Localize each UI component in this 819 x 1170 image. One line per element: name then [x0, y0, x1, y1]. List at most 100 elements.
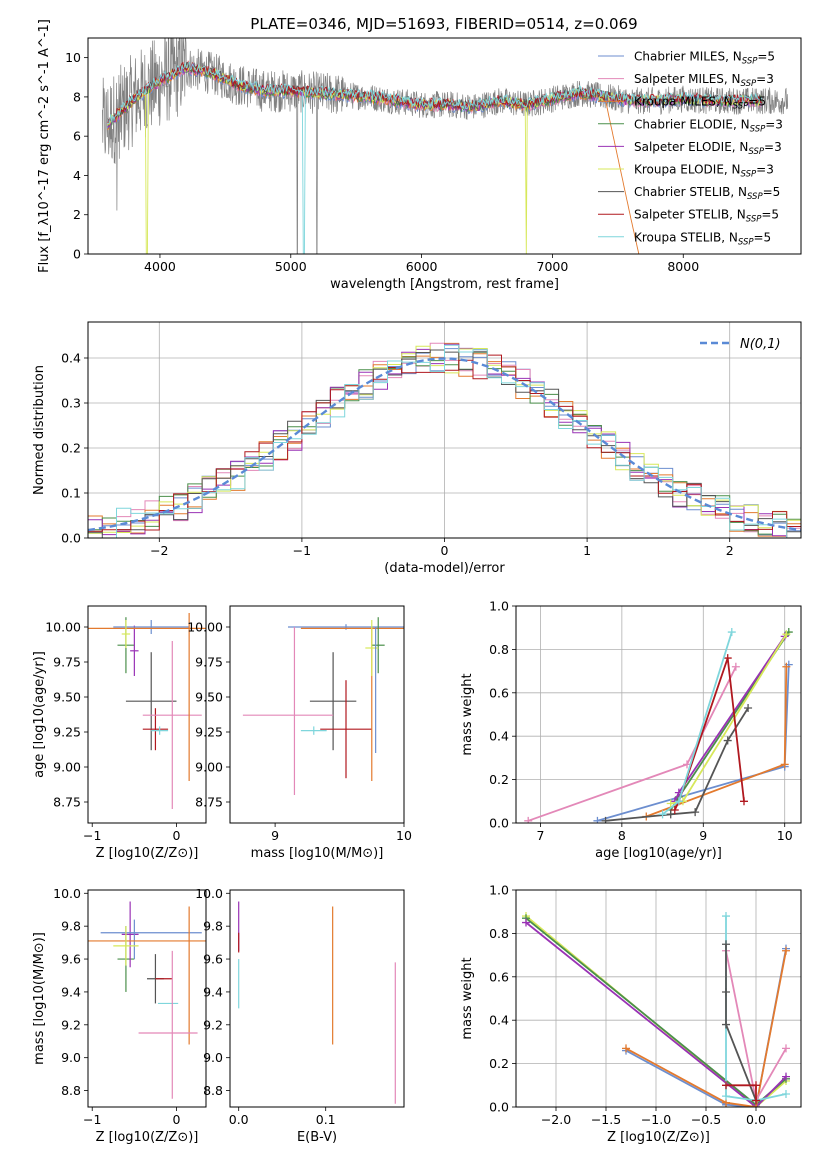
legend-label: Chabrier MILES, NSSP=5: [634, 50, 775, 67]
legend-label: Chabrier STELIB, NSSP=5: [634, 185, 780, 202]
weight-line-7: [725, 944, 757, 1101]
y-tick-label: 0.2: [489, 1056, 509, 1071]
weight-line-4: [625, 950, 787, 1107]
y-tick-label: 9.50: [53, 690, 81, 705]
weight-marker: [522, 918, 530, 927]
weight-marker: [593, 816, 602, 823]
axes-frame: [229, 605, 405, 824]
weight-marker: [752, 1096, 760, 1105]
weight-marker: [670, 805, 679, 814]
weight-marker: [782, 1072, 790, 1081]
y-tick-label: 1.0: [489, 599, 509, 614]
x-tick-label: 8000: [667, 259, 699, 274]
y-tick-label: 9.75: [195, 655, 223, 670]
x-axis-label: Z [log10(Z/Z⊙)]: [607, 1130, 710, 1145]
y-tick-label: 0.4: [489, 729, 509, 744]
weight-marker: [722, 987, 730, 996]
axes-frame: [229, 889, 405, 1108]
y-tick-label: 9.0: [61, 1050, 81, 1065]
weight-line-1: [597, 664, 790, 822]
legend-label: Salpeter MILES, NSSP=3: [634, 72, 774, 89]
y-tick-label: 0.3: [61, 396, 81, 411]
weight-marker: [674, 797, 683, 806]
axes-frame: [87, 889, 207, 1108]
y-tick-label: 0: [73, 247, 81, 262]
y-tick-label: 9.00: [53, 760, 81, 775]
model-spectrum-5: [107, 62, 763, 254]
y-tick-label: 9.8: [203, 919, 223, 934]
y-tick-label: 0.6: [489, 685, 509, 700]
weight-marker: [524, 816, 533, 823]
x-tick-label: 10: [396, 828, 412, 843]
legend-label: N(0,1): [740, 337, 781, 352]
y-axis-label: mass [log10(M/M⊙)]: [32, 932, 47, 1065]
x-tick-label: 9: [271, 828, 279, 843]
weight-line-0: [527, 666, 737, 822]
legend-label: Salpeter STELIB, NSSP=5: [634, 208, 779, 225]
x-axis-label: wavelength [Angstrom, rest frame]: [330, 277, 559, 292]
weight-marker: [691, 808, 700, 817]
panel-age-vs-Z: −1 0 8.75 9.00 9.25 9.50 9.75 10.00 Z [log10(Z/Z…: [32, 605, 207, 861]
y-tick-label: 9.4: [61, 984, 81, 999]
x-tick-label: −1.0: [641, 1112, 671, 1127]
gaussian-curve: [88, 357, 801, 532]
y-tick-label: 0.2: [61, 441, 81, 456]
y-axis-label: Flux [f_λ10^-17 erg cm^-2 s^-1 A^-1]: [37, 19, 52, 273]
y-tick-label: 10.0: [53, 886, 81, 901]
y-tick-label: 0.0: [489, 816, 509, 831]
y-tick-label: 0.4: [61, 351, 81, 366]
x-tick-label: −1: [83, 828, 101, 843]
weight-marker: [658, 810, 667, 819]
weight-line-2: [525, 921, 787, 1107]
axes-frame: [515, 889, 802, 1108]
weight-marker: [722, 1081, 730, 1090]
x-tick-label: 0: [173, 1112, 181, 1127]
x-tick-label: 8: [618, 828, 626, 843]
x-axis-label: age [log10(age/yr)]: [595, 846, 722, 861]
y-tick-label: 8.8: [61, 1083, 81, 1098]
plot-area: [522, 912, 790, 1107]
x-tick-label: 0.0: [229, 1112, 249, 1127]
x-tick-label: 1: [583, 543, 591, 558]
weight-line-8: [662, 631, 733, 816]
weight-marker: [722, 940, 730, 949]
weight-marker: [666, 810, 675, 819]
x-tick-label: 5000: [275, 259, 307, 274]
panel-residuals: −2 −1 0 1 2 0.0 0.1 0.2 0.3 0.4 (data-model)/error…: [32, 321, 802, 576]
plot-area: [102, 38, 789, 254]
panel-spectrum: 4000 5000 6000 7000 8000 0 2 4 6 8 10 wavelength [A…: [37, 19, 802, 292]
y-tick-label: 10.00: [45, 620, 81, 635]
x-axis-label: mass [log10(M/M⊙)]: [251, 846, 384, 861]
x-tick-label: −2: [150, 543, 168, 558]
y-axis-label: mass weight: [460, 673, 475, 755]
weight-marker: [731, 662, 740, 671]
y-tick-label: 9.6: [203, 952, 223, 967]
y-tick-label: 10.0: [195, 886, 223, 901]
x-tick-label: 7000: [537, 259, 569, 274]
weight-marker: [782, 1089, 790, 1098]
panel-weight-vs-age: 7 8 9 10 0.0 0.2 0.4 0.6 0.8 1.0 age [log10(age/yr…: [460, 599, 802, 861]
y-tick-label: 10.00: [187, 620, 223, 635]
model-spectrum-7: [107, 60, 762, 125]
weight-marker: [780, 760, 789, 769]
axes-frame: [87, 37, 802, 255]
y-tick-label: 9.25: [53, 725, 81, 740]
weight-marker: [622, 1044, 630, 1053]
x-tick-label: 7: [536, 828, 544, 843]
axes-frame: [87, 321, 802, 539]
y-tick-label: 4: [73, 168, 81, 183]
axes-frame: [515, 605, 802, 824]
y-tick-label: 0.8: [489, 642, 509, 657]
y-tick-label: 0.2: [489, 772, 509, 787]
y-tick-label: 9.4: [203, 984, 223, 999]
x-tick-label: −1.5: [591, 1112, 621, 1127]
y-tick-label: 0.0: [61, 531, 81, 546]
weight-marker: [782, 946, 790, 955]
x-tick-label: −0.5: [691, 1112, 721, 1127]
figure-title: PLATE=0346, MJD=51693, FIBERID=0514, z=0…: [250, 15, 637, 33]
y-tick-label: 9.6: [61, 952, 81, 967]
panel-mass-vs-Z: −1 0 8.8 9.0 9.2 9.4 9.6 9.8 10.0 Z [log10(Z/Z⊙)]…: [32, 886, 207, 1145]
legend-label: Chabrier ELODIE, NSSP=3: [634, 117, 783, 134]
y-tick-label: 9.2: [203, 1017, 223, 1032]
y-axis-label: mass weight: [460, 957, 475, 1039]
